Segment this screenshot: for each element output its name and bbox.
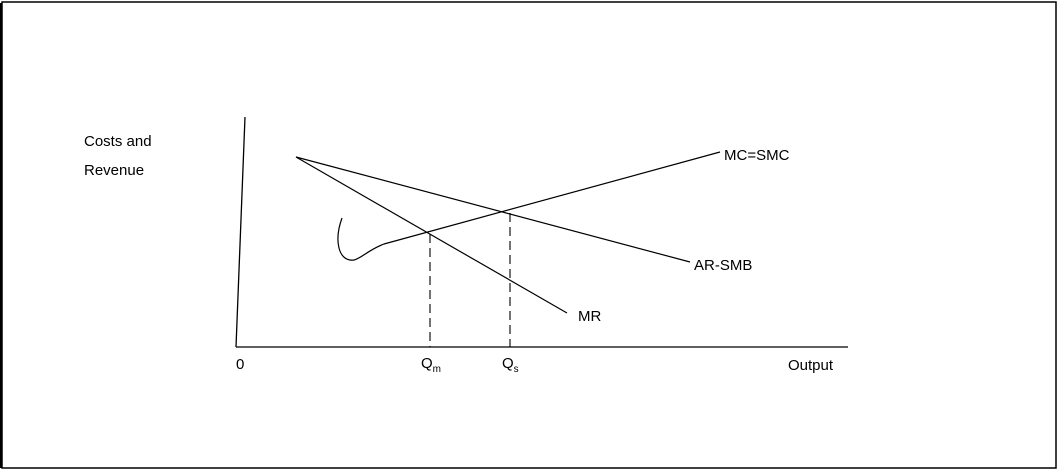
mc-label: MC=SMC xyxy=(724,147,790,164)
mc-curve xyxy=(337,151,721,261)
qs-label: Qs xyxy=(502,355,519,375)
mr-curve xyxy=(295,156,568,314)
y-axis-label-line1: Costs and xyxy=(84,133,152,150)
y-axis xyxy=(235,116,246,348)
ar-curve xyxy=(295,156,691,263)
x-axis-label: Output xyxy=(788,357,834,374)
qm-subscript: m xyxy=(433,364,441,375)
qm-main: Q xyxy=(421,355,433,372)
y-axis-label-line2: Revenue xyxy=(84,162,144,179)
qm-label: Qm xyxy=(421,355,441,375)
ar-label: AR-SMB xyxy=(694,257,752,274)
qs-main: Q xyxy=(502,355,514,372)
mr-label: MR xyxy=(578,308,601,325)
qs-subscript: s xyxy=(514,364,519,375)
origin-label: 0 xyxy=(236,356,244,373)
